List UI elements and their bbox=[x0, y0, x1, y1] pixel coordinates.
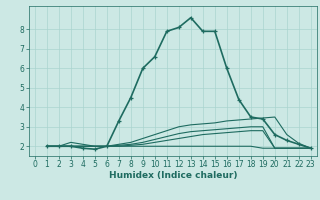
X-axis label: Humidex (Indice chaleur): Humidex (Indice chaleur) bbox=[108, 171, 237, 180]
